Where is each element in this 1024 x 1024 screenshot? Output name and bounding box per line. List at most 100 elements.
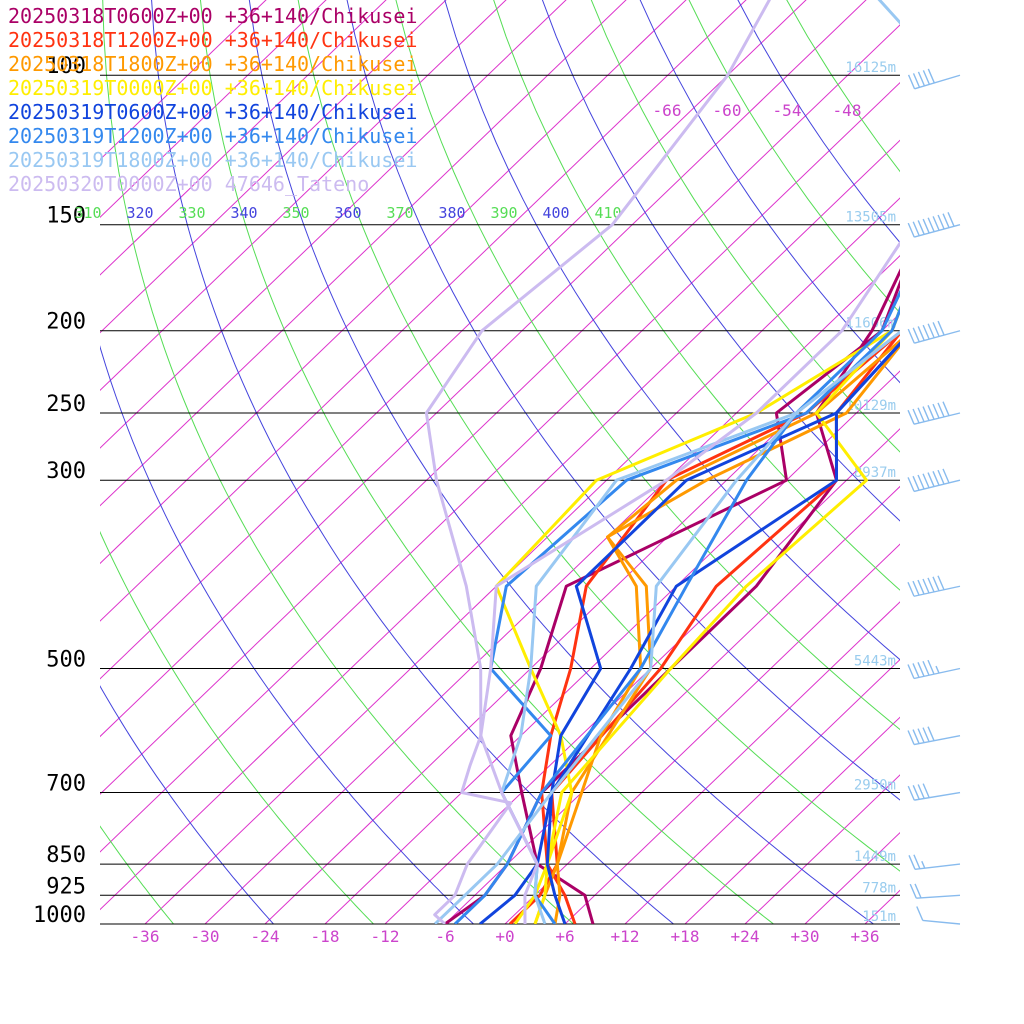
- wind-barb-flag: [912, 475, 920, 491]
- wind-barb-flag: [927, 405, 935, 420]
- wind-barb-flag: [916, 906, 924, 921]
- wind-barb-flag: [932, 403, 940, 419]
- wind-barb-flag: [927, 659, 935, 675]
- pressure-label: 100: [46, 54, 86, 79]
- wind-barb-staff: [914, 74, 961, 90]
- wind-barb-flag: [937, 320, 945, 336]
- wind-barb-flag: [917, 579, 925, 595]
- wind-barb-flag: [937, 402, 945, 418]
- temperature-tick-label: +6: [555, 927, 574, 946]
- temperature-tick-label: +0: [495, 927, 514, 946]
- theta-label: 360: [334, 204, 361, 222]
- wind-barb-flag: [927, 472, 935, 487]
- sounding-series: [424, 0, 900, 924]
- wind-barb-flag: [942, 468, 950, 484]
- temperature-line-2: [553, 339, 900, 924]
- wind-barb-flag: [908, 855, 916, 870]
- wind-barb: [916, 906, 961, 925]
- legend: 20250318T0600Z+00 +36+140/Chikusei 202503…: [8, 4, 417, 196]
- wind-barb-flag: [927, 323, 935, 339]
- dewpoint-line-2: [533, 343, 900, 924]
- pressure-label: 1000: [33, 903, 86, 928]
- legend-entry: 20250319T0000Z+00 +36+140/Chikusei: [8, 76, 418, 100]
- height-label: 1449m: [854, 849, 896, 865]
- isotherm-line: [985, 0, 1024, 924]
- theta-label: 330: [178, 204, 205, 222]
- dewpoint-line-0: [444, 268, 900, 924]
- isotherm-top-label: -48: [833, 101, 862, 120]
- temperature-tick-label: +24: [731, 927, 760, 946]
- wind-barb-staff: [913, 735, 961, 746]
- pressure-label: 150: [46, 204, 86, 229]
- legend-entry: 20250319T1800Z+00 +36+140/Chikusei: [8, 148, 418, 172]
- pressure-label: 250: [46, 392, 86, 417]
- wind-barb: [907, 401, 961, 425]
- wind-barb-flag: [922, 473, 930, 489]
- moist-adiabat: [100, 825, 174, 924]
- height-label: 151m: [862, 909, 896, 925]
- theta-label: 340: [230, 204, 257, 222]
- theta-label: 380: [438, 204, 465, 222]
- moist-adiabat: [100, 530, 374, 924]
- isotherm-top-label: -54: [773, 101, 802, 120]
- temperature-tick-label: +12: [611, 927, 640, 946]
- wind-barb-flag: [917, 220, 925, 235]
- theta-label: 370: [386, 204, 413, 222]
- dewpoint-line-3: [513, 305, 900, 924]
- legend-entry: 20250319T0600Z+00 +36+140/Chikusei: [8, 100, 418, 124]
- temperature-line-6: [500, 330, 900, 924]
- wind-barb-flag: [907, 477, 915, 492]
- height-label: 16125m: [845, 60, 896, 76]
- temperature-tick-label: -12: [371, 927, 400, 946]
- isotherm-line: [444, 485, 900, 924]
- isotherm-line: [564, 601, 900, 924]
- wind-barb-flag: [922, 578, 930, 594]
- wind-barb-staff: [922, 919, 961, 925]
- wind-barb-flag: [907, 664, 915, 679]
- wind-barb-flag: [947, 212, 955, 227]
- wind-barb-flag: [927, 577, 935, 593]
- legend-entry: 20250318T1200Z+00 +36+140/Chikusei: [8, 28, 418, 52]
- temperature-tick-label: -6: [435, 927, 454, 946]
- wind-barb-flag: [912, 580, 920, 596]
- legend-entry: 20250318T0600Z+00 +36+140/Chikusei: [8, 4, 418, 28]
- isotherm-line: [624, 658, 900, 924]
- wind-barb: [907, 726, 961, 746]
- temperature-line-7: [424, 0, 772, 924]
- wind-barb-flag: [912, 729, 920, 744]
- wind-barb-flag: [932, 471, 940, 486]
- wind-barb-staff: [913, 585, 961, 597]
- height-label: 5443m: [854, 654, 896, 670]
- wind-barb-flag: [932, 576, 940, 592]
- wind-barbs: [907, 68, 961, 925]
- wind-barb-flag: [912, 327, 920, 343]
- wind-barb-flag: [917, 784, 925, 799]
- theta-label: 320: [126, 204, 153, 222]
- wind-barb-staff: [914, 330, 961, 344]
- wind-barb: [908, 854, 961, 871]
- wind-barb-flag: [912, 785, 920, 800]
- height-label: 13505m: [845, 210, 896, 226]
- dry-adiabat: [100, 345, 474, 924]
- wind-barb-half-flag: [935, 665, 940, 674]
- isotherm-line: [504, 543, 900, 924]
- wind-barb-flag: [917, 728, 925, 743]
- wind-barb-flag: [927, 68, 935, 84]
- pressure-label: 300: [46, 459, 86, 484]
- wind-barb-flag: [907, 581, 915, 597]
- wind-barb-flag: [917, 662, 925, 677]
- temperature-line-3: [494, 305, 900, 924]
- wind-barb-flag: [927, 726, 935, 741]
- wind-barb-flag: [912, 663, 920, 678]
- wind-barb-staff: [914, 863, 961, 871]
- pressure-label: 700: [46, 772, 86, 797]
- pressure-label: 200: [46, 310, 86, 335]
- theta-label: 310: [74, 204, 101, 222]
- wind-barb-flag: [927, 217, 935, 232]
- wind-barb-flag: [922, 727, 930, 742]
- temperature-tick-label: -24: [251, 927, 280, 946]
- legend-entry: 20250320T0000Z+00 47646_Tateno: [8, 172, 370, 196]
- pressure-label: 850: [46, 843, 86, 868]
- wind-barb: [907, 320, 961, 344]
